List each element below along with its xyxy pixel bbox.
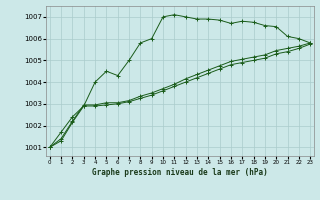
X-axis label: Graphe pression niveau de la mer (hPa): Graphe pression niveau de la mer (hPa) bbox=[92, 168, 268, 177]
